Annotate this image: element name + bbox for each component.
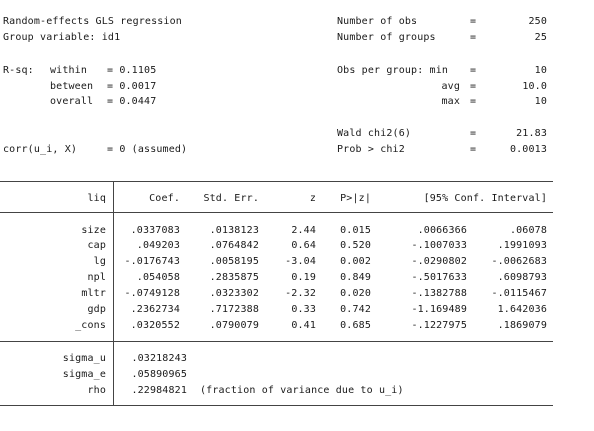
- wald-label: Wald chi2(6): [337, 128, 412, 139]
- p-cell: 0.002: [340, 256, 371, 267]
- col-header-ci: [95% Conf. Interval]: [423, 193, 547, 204]
- table-bottom-rule: [0, 405, 553, 406]
- coef-cell: -.0176743: [124, 256, 180, 267]
- ci-high-cell: .6098793: [497, 272, 547, 283]
- z-cell: -2.32: [285, 288, 316, 299]
- prob-value: 0.0013: [509, 144, 547, 155]
- ci-high-cell: -.0115467: [491, 288, 547, 299]
- ci-low-cell: -1.169489: [411, 304, 467, 315]
- obs-avg-value: 10.0: [522, 81, 547, 92]
- table-top-rule: [0, 181, 553, 182]
- regression-title: Random-effects GLS regression: [3, 16, 182, 27]
- stderr-cell: .0138123: [209, 225, 259, 236]
- rho-note: (fraction of variance due to u_i): [200, 385, 404, 396]
- z-cell: 0.19: [291, 272, 316, 283]
- stat-value: .05890965: [131, 369, 187, 380]
- header-rule: [0, 212, 553, 213]
- rsq-overall-label: overall: [50, 96, 94, 107]
- ngroups-value: 25: [534, 32, 547, 43]
- ci-low-cell: -.0290802: [411, 256, 467, 267]
- stderr-cell: .0790079: [209, 320, 259, 331]
- var-name: size: [81, 225, 106, 236]
- stat-name: sigma_u: [62, 353, 106, 364]
- coef-cell: .0320552: [130, 320, 180, 331]
- nobs-label: Number of obs: [337, 16, 418, 27]
- stat-name: rho: [87, 385, 106, 396]
- ci-low-cell: -.1227975: [411, 320, 467, 331]
- ci-low-cell: -.1382788: [411, 288, 467, 299]
- p-cell: 0.849: [340, 272, 371, 283]
- p-cell: 0.020: [340, 288, 371, 299]
- z-cell: -3.04: [285, 256, 316, 267]
- stats-rule: [0, 341, 553, 342]
- obs-max-value: 10: [534, 96, 547, 107]
- col-header-z: z: [309, 193, 316, 204]
- ci-high-cell: .06078: [509, 225, 547, 236]
- z-cell: 0.64: [291, 240, 316, 251]
- p-cell: 0.015: [340, 225, 371, 236]
- prob-label: Prob > chi2: [337, 144, 405, 155]
- coef-cell: .054058: [136, 272, 180, 283]
- stderr-cell: .0764842: [209, 240, 259, 251]
- ci-high-cell: .1869079: [497, 320, 547, 331]
- var-name: gdp: [87, 304, 106, 315]
- col-header-depvar: liq: [87, 193, 106, 204]
- eq-sign: =: [470, 81, 477, 92]
- coef-cell: .2362734: [130, 304, 180, 315]
- eq-sign: =: [470, 128, 477, 139]
- corr-value: = 0 (assumed): [107, 144, 188, 155]
- ci-high-cell: -.0062683: [491, 256, 547, 267]
- stat-value: .03218243: [131, 353, 187, 364]
- ci-high-cell: .1991093: [497, 240, 547, 251]
- rsq-label: R-sq:: [3, 65, 34, 76]
- stat-name: sigma_e: [62, 369, 106, 380]
- stderr-cell: .7172388: [209, 304, 259, 315]
- var-name: npl: [87, 272, 106, 283]
- rsq-overall-value: = 0.0447: [107, 96, 157, 107]
- rsq-between-value: = 0.0017: [107, 81, 157, 92]
- rsq-within-value: = 0.1105: [107, 65, 157, 76]
- eq-sign: =: [470, 32, 477, 43]
- col-header-coef: Coef.: [149, 193, 180, 204]
- var-name: lg: [93, 256, 106, 267]
- var-name: mltr: [81, 288, 106, 299]
- nobs-value: 250: [528, 16, 547, 27]
- group-variable: Group variable: id1: [3, 32, 121, 43]
- obs-avg-label: avg: [441, 81, 460, 92]
- z-cell: 2.44: [291, 225, 316, 236]
- ci-low-cell: .0066366: [417, 225, 467, 236]
- ci-low-cell: -.5017633: [411, 272, 467, 283]
- eq-sign: =: [470, 144, 477, 155]
- p-cell: 0.520: [340, 240, 371, 251]
- obs-per-group-label: Obs per group: min: [337, 65, 449, 76]
- column-divider: [113, 181, 114, 405]
- ci-low-cell: -.1007033: [411, 240, 467, 251]
- rsq-between-label: between: [50, 81, 94, 92]
- coef-cell: .049203: [136, 240, 180, 251]
- eq-sign: =: [470, 96, 477, 107]
- col-header-p: P>|z|: [340, 193, 371, 204]
- ngroups-label: Number of groups: [337, 32, 436, 43]
- ci-high-cell: 1.642036: [497, 304, 547, 315]
- stderr-cell: .0323302: [209, 288, 259, 299]
- obs-max-label: max: [441, 96, 460, 107]
- wald-value: 21.83: [516, 128, 547, 139]
- obs-min-value: 10: [534, 65, 547, 76]
- z-cell: 0.33: [291, 304, 316, 315]
- var-name: cap: [87, 240, 106, 251]
- rsq-within-label: within: [50, 65, 88, 76]
- eq-sign: =: [470, 65, 477, 76]
- stderr-cell: .0058195: [209, 256, 259, 267]
- p-cell: 0.685: [340, 320, 371, 331]
- stat-value: .22984821: [131, 385, 187, 396]
- stderr-cell: .2835875: [209, 272, 259, 283]
- col-header-stderr: Std. Err.: [203, 193, 259, 204]
- var-name: _cons: [75, 320, 106, 331]
- coef-cell: .0337083: [130, 225, 180, 236]
- eq-sign: =: [470, 16, 477, 27]
- coef-cell: -.0749128: [124, 288, 180, 299]
- corr-label: corr(u_i, X): [3, 144, 78, 155]
- z-cell: 0.41: [291, 320, 316, 331]
- p-cell: 0.742: [340, 304, 371, 315]
